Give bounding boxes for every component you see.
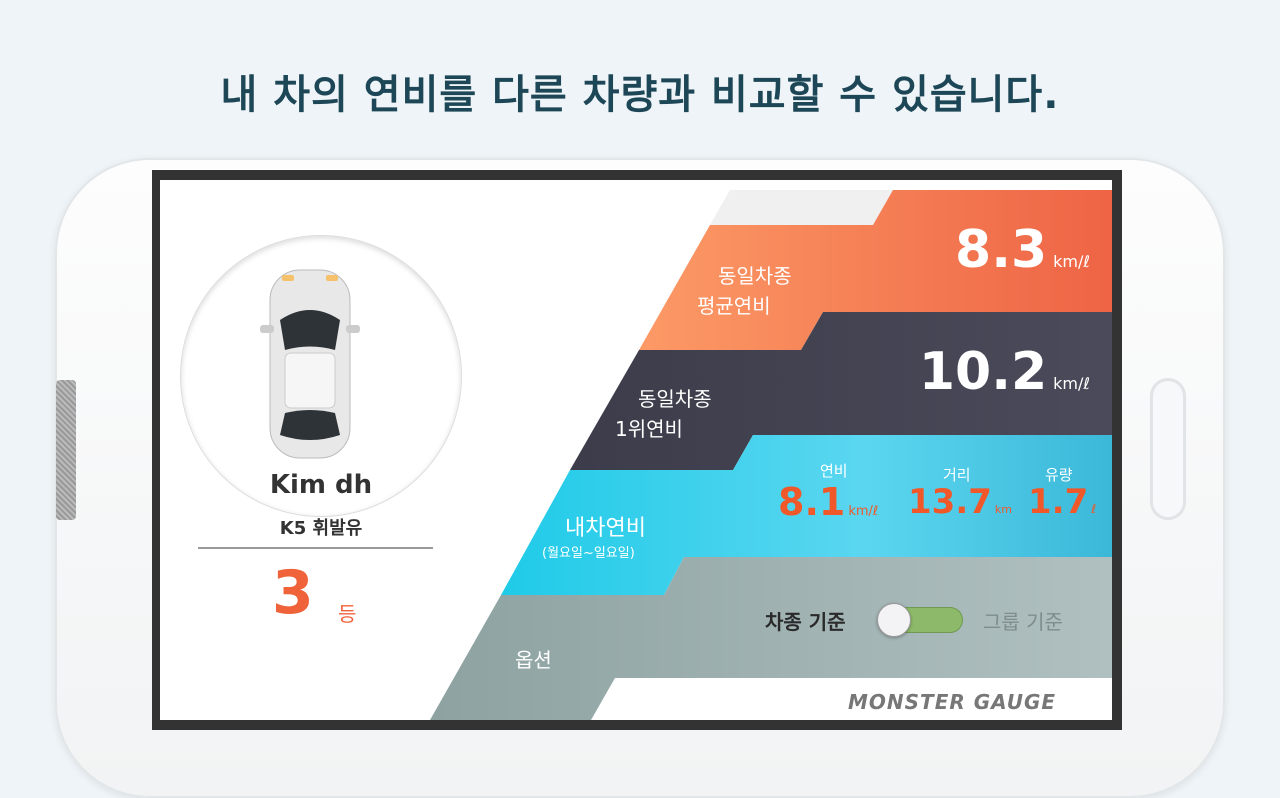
toggle-label-model[interactable]: 차종 기준 <box>765 610 846 634</box>
avg-unit: km/ℓ <box>1053 252 1090 271</box>
avg-band <box>639 190 1112 350</box>
car-model: K5 휘발유 <box>279 518 363 539</box>
top-band <box>570 312 1112 470</box>
stat-mileage-group: 8.1 km/ℓ <box>778 480 878 524</box>
avg-value: 8.3 <box>955 220 1048 280</box>
app-screen: Kim dh K5 휘발유 3 등 동일차종 평균연비 8.3 km/ℓ 동일차… <box>160 180 1112 720</box>
brand-logo: MONSTER GAUGE <box>848 690 1057 714</box>
bands <box>430 190 1112 720</box>
stat-unit-mileage: km/ℓ <box>848 504 879 519</box>
top-value: 10.2 <box>918 342 1048 402</box>
mine-band <box>501 435 1112 595</box>
stat-label-mileage: 연비 <box>820 462 848 480</box>
divider <box>198 547 433 549</box>
avg-label-1: 동일차종 <box>718 264 792 288</box>
car-circle <box>180 235 462 517</box>
options-band <box>430 557 1112 720</box>
stat-unit-fuel: ℓ <box>1091 502 1097 516</box>
rank-unit: 등 <box>338 602 357 626</box>
toggle-label-group[interactable]: 그룹 기준 <box>983 610 1063 634</box>
top-unit: km/ℓ <box>1053 374 1090 393</box>
home-button[interactable] <box>1150 378 1186 520</box>
avg-value-group: 8.3 km/ℓ <box>955 220 1090 280</box>
top-label-1: 동일차종 <box>638 387 712 411</box>
stat-distance-group: 13.7 km <box>908 482 1012 522</box>
options-button[interactable]: 옵션 <box>515 648 552 672</box>
stat-fuel-group: 1.7 ℓ <box>1028 482 1096 522</box>
basis-toggle[interactable] <box>877 603 965 637</box>
mine-label-2: (월요일~일요일) <box>542 546 635 561</box>
speaker-grille <box>56 380 76 520</box>
mine-label-1: 내차연비 <box>565 516 646 541</box>
headline: 내 차의 연비를 다른 차량과 비교할 수 있습니다. <box>220 72 1060 118</box>
stat-label-fuel: 유량 <box>1045 466 1073 484</box>
avg-label-2: 평균연비 <box>697 294 771 318</box>
stat-value-distance: 13.7 <box>908 482 992 522</box>
stat-value-mileage: 8.1 <box>778 480 846 524</box>
car-icon <box>260 269 360 459</box>
user-name: Kim dh <box>269 470 373 500</box>
stat-unit-distance: km <box>994 503 1012 516</box>
top-shade-band <box>710 190 895 225</box>
top-value-group: 10.2 km/ℓ <box>919 342 1090 402</box>
top-label-2: 1위연비 <box>615 417 683 441</box>
toggle-thumb[interactable] <box>877 603 911 637</box>
stat-value-fuel: 1.7 <box>1028 482 1089 522</box>
stat-label-distance: 거리 <box>943 466 971 484</box>
rank-value: 3 <box>272 558 314 628</box>
